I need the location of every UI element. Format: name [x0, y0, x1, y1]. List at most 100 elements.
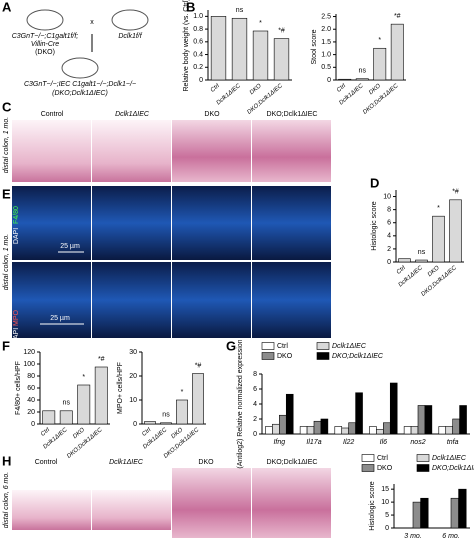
y-tick-label: 10	[383, 193, 391, 200]
bar	[369, 426, 377, 435]
y-tick-label: 0.8	[193, 26, 203, 33]
y-tick-label: 4	[253, 401, 257, 408]
x-tick-label: DKO	[427, 265, 441, 278]
scale-bar-label: 25 µm	[60, 243, 80, 250]
micrograph	[92, 186, 171, 260]
cross-symbol: x	[90, 19, 94, 26]
he-images-6mo: distal colon, 6 mo. Control Dclk1ΔIEC DK…	[3, 459, 331, 538]
genotype: Villin-Cre	[31, 41, 59, 48]
micrograph	[252, 468, 331, 538]
legend-label: DKO;Dclk1ΔIEC	[332, 353, 384, 360]
y-tick-label: 2.5	[321, 13, 331, 20]
bar	[231, 17, 248, 81]
legend-swatch	[261, 342, 275, 350]
annotation: *#	[98, 356, 105, 363]
y-tick-label: 6	[253, 386, 257, 393]
x-tick-label: Ctrl	[40, 427, 52, 438]
legend-swatch	[361, 464, 375, 472]
annotation: *	[181, 389, 184, 396]
legend-label: Dclk1ΔIEC	[332, 343, 367, 350]
bar	[285, 393, 294, 435]
micrograph	[252, 262, 331, 338]
annotation: *#	[394, 13, 401, 20]
micrograph	[92, 120, 171, 182]
legend-swatch	[316, 342, 330, 350]
micrograph	[12, 262, 91, 338]
y-tick-label: 0.2	[193, 64, 203, 71]
micrograph	[252, 186, 331, 260]
stain-label: F4/80	[13, 206, 20, 224]
legend-swatch	[361, 454, 375, 462]
stain-label: DAPI	[13, 328, 20, 344]
annotation: ns	[162, 412, 170, 419]
y-tick-label: 2.0	[321, 26, 331, 33]
bar	[210, 16, 227, 81]
annotation: *	[259, 20, 262, 27]
column-label: Control	[41, 111, 64, 118]
y-axis-label: F4/80+ cells/HPF	[15, 361, 22, 415]
y-tick-label: 0	[385, 525, 389, 532]
micrograph	[172, 262, 251, 338]
column-label: Control	[35, 459, 58, 466]
y-tick-label: 20	[27, 409, 35, 416]
panel-letter: E	[2, 186, 11, 201]
y-axis-label: Histologic score	[369, 481, 376, 531]
bar	[417, 405, 426, 435]
bar	[449, 199, 462, 263]
micrograph	[92, 262, 171, 338]
bar	[252, 30, 269, 81]
legend-label: DKO	[377, 465, 393, 472]
legend-swatch	[316, 352, 330, 360]
y-tick-label: 6	[387, 220, 391, 227]
y-tick-label: 120	[23, 349, 35, 356]
y-axis-label: Relative body weight (vs. Ctrl)	[183, 0, 190, 91]
y-tick-label: 40	[27, 397, 35, 404]
panel-letter: A	[2, 0, 12, 14]
legend-label: Dclk1ΔIEC	[432, 455, 467, 462]
column-label: DKO;Dclk1ΔIEC	[267, 111, 318, 118]
bar	[424, 405, 433, 435]
legend-swatch	[261, 352, 275, 360]
y-tick-label: 1.0	[321, 51, 331, 58]
bar	[415, 259, 428, 263]
column-label: DKO;Dclk1ΔIEC	[267, 459, 318, 466]
bar	[59, 410, 73, 425]
x-tick-label: Ctrl	[336, 83, 348, 94]
legend-label: DKO	[277, 353, 293, 360]
bar	[348, 422, 356, 435]
annotation: *#	[278, 27, 285, 34]
bar	[452, 418, 460, 435]
y-tick-label: 0.6	[193, 39, 203, 46]
x-tick-label: DKO	[368, 83, 382, 96]
bar	[42, 410, 56, 425]
bar	[412, 501, 421, 529]
y-tick-label: 10	[381, 499, 389, 506]
legend-swatch	[416, 454, 430, 462]
bar	[373, 47, 387, 81]
bar	[94, 366, 108, 425]
y-tick-label: 2	[253, 416, 257, 423]
y-tick-label: 8	[253, 371, 257, 378]
x-tick-label: Dclk1ΔIEC	[216, 83, 243, 107]
y-tick-label: 2	[387, 246, 391, 253]
x-tick-label: tnfa	[447, 439, 459, 446]
x-tick-label: Il6	[380, 439, 388, 446]
x-tick-label: DKO	[72, 427, 86, 440]
genotype: C3GnT−/−;C1galt1f/f;	[12, 33, 79, 40]
micrograph	[172, 120, 251, 182]
y-tick-label: 1.5	[321, 39, 331, 46]
bar	[432, 215, 445, 263]
bar	[273, 38, 290, 81]
x-tick-label: 6 mo.	[442, 533, 460, 540]
annotation: ns	[63, 400, 71, 407]
bar	[410, 426, 419, 435]
bar	[77, 384, 91, 425]
y-axis-label: Stool score	[311, 29, 318, 64]
bar	[334, 426, 343, 435]
micrograph	[12, 490, 91, 530]
annotation: ns	[418, 249, 426, 256]
x-tick-label: nos2	[410, 439, 425, 446]
annotation: *	[82, 374, 85, 381]
x-tick-label: DKO	[249, 83, 263, 96]
stain-label: MPO	[13, 309, 20, 326]
